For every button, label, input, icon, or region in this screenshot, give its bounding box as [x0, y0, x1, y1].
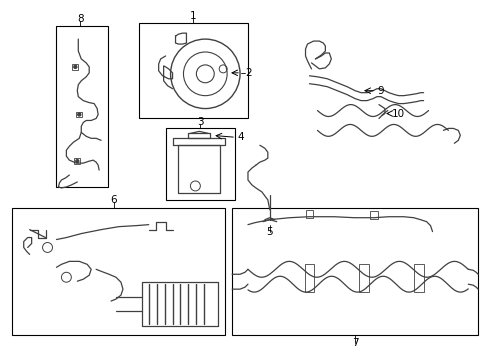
- Bar: [358, 264, 368, 292]
- Circle shape: [76, 159, 79, 163]
- Text: 6: 6: [110, 195, 117, 205]
- Text: 1: 1: [190, 11, 196, 21]
- Bar: [305, 210, 313, 218]
- Bar: [139, 23, 247, 118]
- Text: 7: 7: [351, 338, 358, 348]
- Bar: [74, 158, 80, 164]
- Text: 9: 9: [376, 86, 383, 96]
- Bar: [304, 264, 314, 292]
- Text: 5: 5: [266, 226, 273, 237]
- Text: 10: 10: [391, 108, 404, 118]
- Text: 8: 8: [77, 14, 83, 24]
- Text: 4: 4: [237, 132, 243, 142]
- Circle shape: [78, 113, 81, 116]
- Bar: [413, 264, 423, 292]
- Bar: [232, 208, 477, 335]
- Bar: [56, 26, 108, 187]
- Bar: [72, 64, 78, 70]
- Bar: [165, 129, 235, 200]
- Text: 2: 2: [244, 68, 251, 78]
- Circle shape: [74, 66, 77, 68]
- Text: 3: 3: [197, 117, 203, 127]
- Bar: [369, 211, 377, 219]
- Bar: [12, 208, 224, 335]
- Bar: [76, 112, 82, 117]
